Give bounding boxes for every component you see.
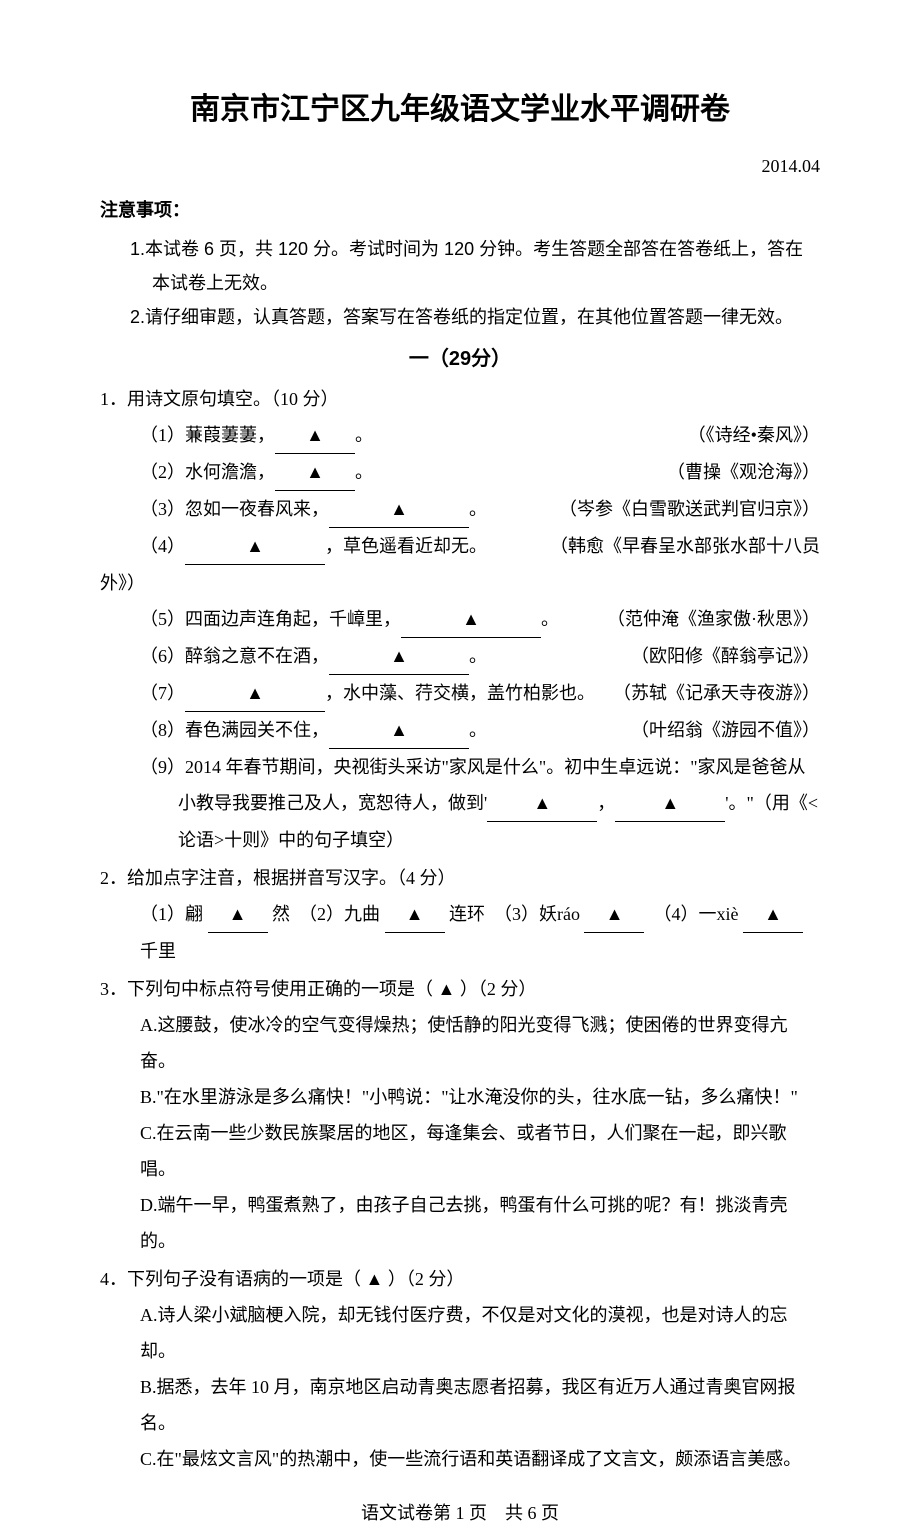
- q1-sub-3: （3）忽如一夜春风来，▲。 （岑参《白雪歌送武判官归京》）: [100, 491, 820, 528]
- q1-7-post: ，水中藻、荇交横，盖竹柏影也。: [325, 683, 595, 703]
- q1-2-pre: （2）水何澹澹，: [140, 462, 275, 482]
- q3-stem: 3．下列句中标点符号使用正确的一项是（ ▲ ）（2 分）: [100, 971, 820, 1007]
- q1-4-source-cont: 外》）: [100, 565, 820, 601]
- q1-1-blank: ▲: [275, 417, 355, 454]
- q1-6-post: 。: [469, 646, 487, 666]
- question-1: 1．用诗文原句填空。（10 分） （1）蒹葭萋萋，▲。 （《诗经•秦风》） （2…: [100, 381, 820, 858]
- q1-sub-9-line2: 小教导我要推己及人，宽恕待人，做到'▲，▲'。"（用《<: [100, 785, 820, 822]
- q1-2-blank: ▲: [275, 454, 355, 491]
- q4-choice-c: C.在"最炫文言风"的热潮中，使一些流行语和英语翻译成了文言文，颇添语言美感。: [100, 1441, 820, 1477]
- section-1-header: 一（29分）: [100, 339, 820, 379]
- q1-3-post: 。: [469, 499, 487, 519]
- q1-5-blank: ▲: [401, 601, 541, 638]
- q1-sub-8: （8）春色满园关不住，▲。 （叶绍翁《游园不值》）: [100, 712, 820, 749]
- exam-date: 2014.04: [100, 148, 820, 184]
- q4-stem: 4．下列句子没有语病的一项是（ ▲ ）（2 分）: [100, 1261, 820, 1297]
- q1-3-source: （岑参《白雪歌送武判官归京》）: [559, 491, 820, 527]
- q1-sub-5: （5）四面边声连角起，千嶂里，▲。 （范仲淹《渔家傲·秋思》）: [100, 601, 820, 638]
- q1-4-post: ，草色遥看近却无。: [325, 536, 487, 556]
- q1-8-blank: ▲: [329, 712, 469, 749]
- q1-3-pre: （3）忽如一夜春风来，: [140, 499, 329, 519]
- page-footer: 语文试卷第 1 页 共 6 页: [100, 1495, 820, 1531]
- notice-header: 注意事项：: [100, 192, 820, 228]
- q1-8-pre: （8）春色满园关不住，: [140, 720, 329, 740]
- q1-8-source: （叶绍翁《游园不值》）: [631, 712, 820, 748]
- q3-choice-a: A.这腰鼓，使冰冷的空气变得燥热；使恬静的阳光变得飞溅；使困倦的世界变得亢奋。: [100, 1007, 820, 1079]
- q1-7-source: （苏轼《记承天寺夜游》）: [613, 675, 820, 711]
- q1-7-pre: （7）: [140, 683, 185, 703]
- q1-sub-7: （7）▲，水中藻、荇交横，盖竹柏影也。 （苏轼《记承天寺夜游》）: [100, 675, 820, 712]
- q4-choice-b: B.据悉，去年 10 月，南京地区启动青奥志愿者招募，我区有近万人通过青奥官网报…: [100, 1369, 820, 1441]
- q1-8-post: 。: [469, 720, 487, 740]
- q1-1-pre: （1）蒹葭萋萋，: [140, 425, 275, 445]
- q1-9-blank-1: ▲: [487, 785, 597, 822]
- q1-5-post: 。: [541, 609, 559, 629]
- q2-blank-1: ▲: [208, 896, 268, 933]
- q1-sub-9-line1: （9）2014 年春节期间，央视街头采访"家风是什么"。初中生卓远说："家风是爸…: [100, 749, 820, 785]
- q3-choice-b: B."在水里游泳是多么痛快！"小鸭说："让水淹没你的头，往水底一钻，多么痛快！": [100, 1079, 820, 1115]
- q4-choice-a: A.诗人梁小斌脑梗入院，却无钱付医疗费，不仅是对文化的漠视，也是对诗人的忘却。: [100, 1297, 820, 1369]
- q1-stem: 1．用诗文原句填空。（10 分）: [100, 381, 820, 417]
- q2-blank-4: ▲: [743, 896, 803, 933]
- q1-1-post: 。: [355, 425, 373, 445]
- q2-blank-3: ▲: [584, 896, 644, 933]
- question-2: 2．给加点字注音，根据拼音写汉字。（4 分） （1）翩 ▲ 然 （2）九曲 ▲ …: [100, 860, 820, 969]
- q1-4-pre: （4）: [140, 536, 185, 556]
- q1-6-pre: （6）醉翁之意不在酒，: [140, 646, 329, 666]
- q3-choice-c: C.在云南一些少数民族聚居的地区，每逢集会、或者节日，人们聚在一起，即兴歌唱。: [100, 1115, 820, 1187]
- q1-2-post: 。: [355, 462, 373, 482]
- q1-sub-9-line3: 论语>十则》中的句子填空）: [100, 822, 820, 858]
- q1-3-blank: ▲: [329, 491, 469, 528]
- q3-choice-d: D.端午一早，鸭蛋煮熟了，由孩子自己去挑，鸭蛋有什么可挑的呢？有！挑淡青壳的。: [100, 1187, 820, 1259]
- q1-1-source: （《诗经•秦风》）: [688, 417, 820, 453]
- q1-sub-1: （1）蒹葭萋萋，▲。 （《诗经•秦风》）: [100, 417, 820, 454]
- q1-7-blank: ▲: [185, 675, 325, 712]
- q1-9-blank-2: ▲: [615, 785, 725, 822]
- q2-stem: 2．给加点字注音，根据拼音写汉字。（4 分）: [100, 860, 820, 896]
- q2-items: （1）翩 ▲ 然 （2）九曲 ▲ 连环 （3）妖ráo ▲ （4）一xiè ▲ …: [100, 896, 820, 969]
- q1-sub-4: （4）▲，草色遥看近却无。 （韩愈《早春呈水部张水部十八员: [100, 528, 820, 565]
- q1-2-source: （曹操《观沧海》）: [667, 454, 820, 490]
- q1-6-blank: ▲: [329, 638, 469, 675]
- q1-sub-6: （6）醉翁之意不在酒，▲。 （欧阳修《醉翁亭记》）: [100, 638, 820, 675]
- q1-6-source: （欧阳修《醉翁亭记》）: [631, 638, 820, 674]
- q1-5-pre: （5）四面边声连角起，千嶂里，: [140, 609, 401, 629]
- question-3: 3．下列句中标点符号使用正确的一项是（ ▲ ）（2 分） A.这腰鼓，使冰冷的空…: [100, 971, 820, 1259]
- q1-sub-2: （2）水何澹澹，▲。 （曹操《观沧海》）: [100, 454, 820, 491]
- q1-4-blank: ▲: [185, 528, 325, 565]
- q2-blank-2: ▲: [385, 896, 445, 933]
- exam-title: 南京市江宁区九年级语文学业水平调研卷: [100, 80, 820, 140]
- notice-item-2: 2.请仔细审题，认真答题，答案写在答卷纸的指定位置，在其他位置答题一律无效。: [100, 300, 820, 334]
- q1-5-source: （范仲淹《渔家傲·秋思》）: [607, 601, 820, 637]
- question-4: 4．下列句子没有语病的一项是（ ▲ ）（2 分） A.诗人梁小斌脑梗入院，却无钱…: [100, 1261, 820, 1477]
- q1-4-source: （韩愈《早春呈水部张水部十八员: [550, 528, 820, 564]
- notice-item-1: 1.本试卷 6 页，共 120 分。考试时间为 120 分钟。考生答题全部答在答…: [100, 232, 820, 300]
